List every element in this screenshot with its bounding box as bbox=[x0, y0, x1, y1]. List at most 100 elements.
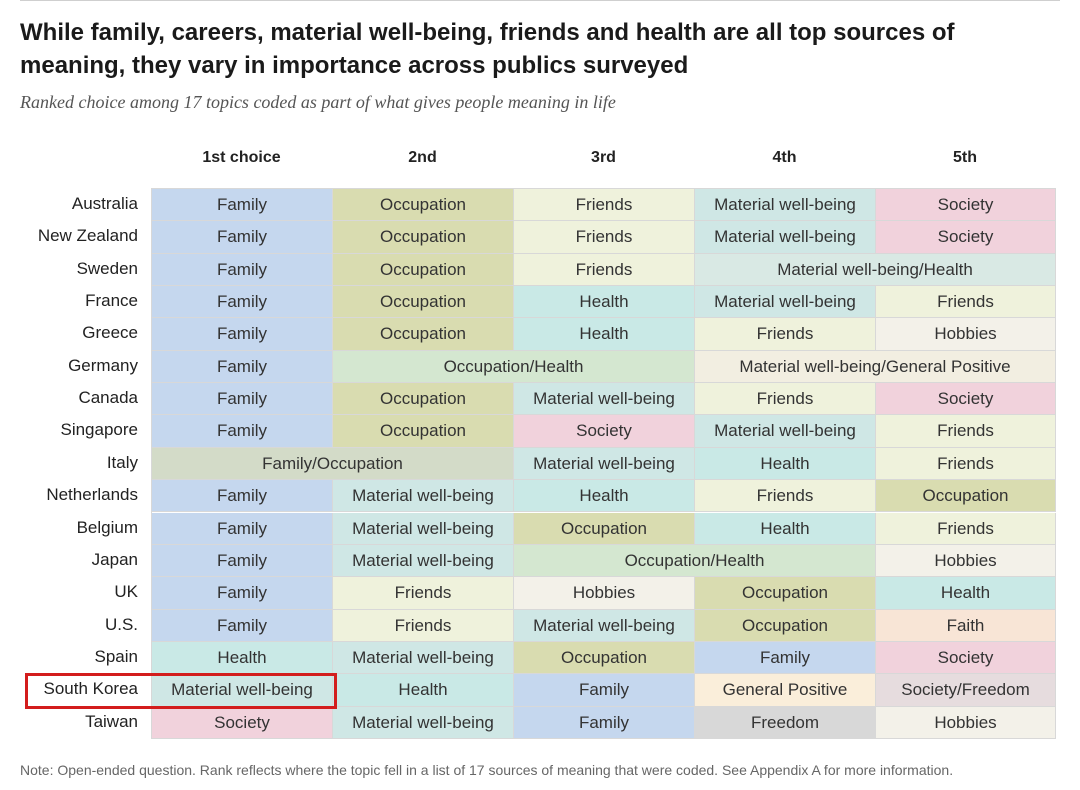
table-cell: Friends bbox=[876, 286, 1056, 319]
table-cell: Occupation bbox=[333, 286, 514, 319]
table-cell: Family bbox=[152, 512, 333, 545]
table-cell: Family bbox=[152, 544, 333, 578]
row-label: U.S. bbox=[104, 614, 138, 634]
table-cell: Family bbox=[152, 609, 333, 642]
table-cell: Hobbies bbox=[876, 706, 1056, 739]
table-cell: Material well-being bbox=[333, 641, 514, 675]
table-cell: Material well-being/General Positive bbox=[695, 350, 1056, 384]
table-cell: Occupation bbox=[333, 253, 514, 287]
table-cell: Friends bbox=[514, 189, 695, 222]
row-label: Australia bbox=[71, 194, 138, 213]
table-cell: Friends bbox=[695, 383, 876, 416]
table-cell: Occupation bbox=[333, 189, 514, 222]
table-cell: Family bbox=[152, 318, 333, 351]
row-label: Germany bbox=[68, 355, 138, 375]
table-cell: Occupation bbox=[514, 512, 695, 545]
table-cell: Occupation bbox=[333, 415, 514, 448]
table-cell: Family bbox=[514, 706, 695, 739]
table-cell: Family bbox=[152, 253, 333, 287]
row-label: France bbox=[85, 291, 138, 311]
row-label: Canada bbox=[78, 388, 138, 408]
table-cell: Society bbox=[876, 383, 1056, 416]
table-cell: Material well-being bbox=[695, 286, 876, 319]
table-cell: Society bbox=[876, 641, 1056, 675]
chart-title: While family, careers, material well-bei… bbox=[20, 19, 955, 79]
table-cell: Health bbox=[514, 318, 695, 351]
table-cell: Health bbox=[514, 480, 695, 513]
column-header-2: 2nd bbox=[408, 149, 437, 166]
chart-subtitle: Ranked choice among 17 topics coded as p… bbox=[20, 92, 616, 112]
top-rule bbox=[20, 0, 1060, 1]
table-cell: Family bbox=[152, 415, 333, 448]
table-cell: Freedom bbox=[695, 706, 876, 739]
table-cell: Family bbox=[152, 350, 333, 384]
table-cell: Material well-being bbox=[695, 189, 876, 222]
table-cell: Family bbox=[514, 674, 695, 707]
table-cell: Health bbox=[333, 674, 514, 707]
table-cell: Family/Occupation bbox=[152, 447, 514, 481]
row-label: South Korea bbox=[43, 679, 138, 699]
row-label: Italy bbox=[106, 452, 138, 472]
row-label: Sweden bbox=[76, 258, 138, 278]
column-header-1: 1st choice bbox=[202, 149, 281, 166]
table-cell: Family bbox=[152, 577, 333, 610]
table-cell: Occupation/Health bbox=[514, 544, 876, 578]
table-cell: General Positive bbox=[695, 674, 876, 707]
table-cell: Hobbies bbox=[876, 318, 1056, 351]
table-cell: Friends bbox=[876, 415, 1056, 448]
table-cell: Occupation bbox=[876, 480, 1056, 513]
row-label: Netherlands bbox=[46, 485, 138, 505]
row-label: New Zealand bbox=[37, 226, 138, 246]
column-header-5: 5th bbox=[953, 149, 977, 166]
table-cell: Friends bbox=[333, 577, 514, 610]
table-cell: Friends bbox=[514, 221, 695, 254]
table-cell: Material well-being bbox=[333, 544, 514, 578]
table-cell: Occupation bbox=[514, 641, 695, 675]
column-header-4: 4th bbox=[772, 149, 797, 166]
table-cell: Health bbox=[876, 577, 1056, 610]
table-cell: Family bbox=[152, 480, 333, 513]
table-cell: Health bbox=[152, 641, 333, 675]
table-cell: Material well-being bbox=[695, 221, 876, 254]
table-cell: Hobbies bbox=[514, 577, 695, 610]
table-cell: Family bbox=[152, 383, 333, 416]
table-cell: Occupation/Health bbox=[333, 350, 695, 384]
row-label: Singapore bbox=[60, 420, 138, 440]
table-cell: Family bbox=[152, 286, 333, 319]
table-cell: Society bbox=[876, 189, 1056, 222]
table-cell: Material well-being bbox=[333, 480, 514, 513]
table-cell: Friends bbox=[695, 480, 876, 513]
table-cell: Material well-being bbox=[333, 512, 514, 545]
table-cell: Material well-being bbox=[514, 609, 695, 642]
table-cell: Society/Freedom bbox=[876, 674, 1056, 707]
table-cell: Material well-being bbox=[695, 415, 876, 448]
column-header-3: 3rd bbox=[591, 149, 616, 166]
table-cell: Friends bbox=[695, 318, 876, 351]
table-cell: Health bbox=[695, 447, 876, 481]
row-label: UK bbox=[114, 582, 138, 602]
table-cell: Society bbox=[514, 415, 695, 448]
table-cell: Family bbox=[695, 641, 876, 675]
table-cell: Friends bbox=[876, 447, 1056, 481]
table-cell: Family bbox=[152, 221, 333, 254]
table-cell: Material well-being/Health bbox=[695, 253, 1056, 287]
row-label: Japan bbox=[91, 549, 138, 569]
table-cell: Friends bbox=[333, 609, 514, 642]
table-cell: Occupation bbox=[333, 318, 514, 351]
table-cell: Family bbox=[152, 189, 333, 222]
row-label: Taiwan bbox=[85, 711, 138, 731]
table-cell: Occupation bbox=[333, 383, 514, 416]
row-label: Belgium bbox=[76, 517, 138, 537]
table-cell: Material well-being bbox=[152, 674, 333, 707]
table-cell: Faith bbox=[876, 609, 1056, 642]
table-cell: Society bbox=[152, 706, 333, 739]
table-cell: Health bbox=[695, 512, 876, 545]
table-cell: Society bbox=[876, 221, 1056, 254]
row-label: Spain bbox=[94, 646, 138, 666]
footnote: Note: Open-ended question. Rank reflects… bbox=[20, 762, 954, 778]
table-cell: Health bbox=[514, 286, 695, 319]
row-label: Greece bbox=[82, 323, 138, 343]
table-cell: Material well-being bbox=[514, 447, 695, 481]
table-cell: Material well-being bbox=[333, 706, 514, 739]
table-cell: Material well-being bbox=[514, 383, 695, 416]
